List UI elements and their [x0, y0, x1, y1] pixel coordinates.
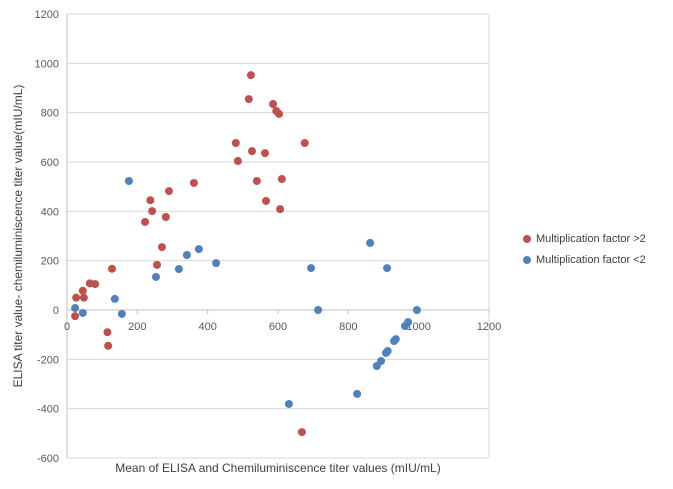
- point-factor-lt-2: [182, 250, 191, 259]
- point-factor-gt-2: [153, 260, 162, 269]
- legend-label: Multiplication factor <2: [536, 253, 646, 266]
- point-factor-gt-2: [72, 293, 81, 302]
- point-factor-lt-2: [194, 245, 203, 254]
- point-factor-gt-2: [78, 286, 87, 295]
- point-factor-lt-2: [124, 176, 133, 185]
- point-factor-gt-2: [275, 109, 284, 118]
- gridlines: [67, 13, 490, 459]
- point-factor-gt-2: [300, 139, 309, 148]
- x-axis-title: Mean of ELISA and Chemiluminiscence tite…: [115, 461, 440, 475]
- point-factor-gt-2: [189, 178, 198, 187]
- y-tick-label: 400: [41, 206, 59, 218]
- point-factor-gt-2: [146, 196, 155, 205]
- point-factor-lt-2: [377, 357, 386, 366]
- point-factor-lt-2: [404, 318, 413, 327]
- point-factor-gt-2: [103, 328, 112, 337]
- y-tick-labels: -600 -400 -200 0 200 400 600 800 1000 1200: [35, 9, 59, 465]
- y-tick-label: -400: [37, 404, 59, 416]
- point-factor-gt-2: [79, 293, 88, 302]
- point-factor-gt-2: [277, 175, 286, 184]
- point-factor-gt-2: [252, 176, 261, 185]
- x-tick-labels: 0 200 400 600 800 1000 1200: [64, 321, 501, 333]
- legend-label: Multiplication factor >2: [536, 232, 646, 245]
- point-factor-gt-2: [246, 71, 255, 80]
- point-factor-gt-2: [244, 95, 253, 104]
- point-factor-lt-2: [383, 346, 392, 355]
- point-factor-gt-2: [157, 243, 166, 252]
- point-factor-gt-2: [260, 149, 269, 158]
- point-factor-lt-2: [110, 294, 119, 303]
- point-factor-gt-2: [276, 205, 285, 214]
- legend-item-factor-gt-2: Multiplication factor >2: [523, 228, 646, 249]
- point-factor-lt-2: [353, 389, 362, 398]
- x-tick-label: 1000: [406, 321, 430, 333]
- point-factor-gt-2: [269, 100, 278, 109]
- x-tick-label: 200: [128, 321, 146, 333]
- y-tick-label: -200: [37, 354, 59, 366]
- y-tick-label: 600: [41, 157, 59, 169]
- axes: [66, 14, 490, 458]
- point-factor-lt-2: [383, 264, 392, 273]
- point-factor-gt-2: [148, 207, 157, 216]
- point-factor-gt-2: [161, 213, 170, 222]
- point-factor-gt-2: [247, 147, 256, 156]
- legend-marker-red: [523, 234, 531, 243]
- point-factor-gt-2: [104, 341, 113, 350]
- x-tick-label: 1200: [477, 321, 501, 333]
- point-factor-lt-2: [314, 306, 323, 314]
- data-points: [71, 71, 421, 437]
- point-factor-lt-2: [71, 304, 80, 313]
- point-factor-gt-2: [91, 280, 100, 289]
- point-factor-gt-2: [297, 428, 306, 437]
- point-factor-gt-2: [164, 187, 173, 196]
- point-factor-gt-2: [231, 139, 240, 148]
- point-factor-lt-2: [117, 309, 126, 318]
- legend-marker-blue: [523, 255, 531, 264]
- point-factor-gt-2: [71, 312, 80, 321]
- legend: Multiplication factor >2 Multiplication …: [523, 228, 646, 270]
- point-factor-gt-2: [108, 264, 117, 273]
- point-factor-lt-2: [366, 238, 375, 247]
- point-factor-gt-2: [141, 217, 150, 226]
- legend-item-factor-lt-2: Multiplication factor <2: [523, 249, 646, 270]
- y-tick-label: 1200: [35, 9, 59, 21]
- x-tick-label: 0: [64, 321, 70, 333]
- y-tick-label: 0: [53, 305, 59, 317]
- y-tick-label: -600: [37, 453, 59, 465]
- x-tick-label: 600: [269, 321, 287, 333]
- point-factor-lt-2: [78, 308, 87, 317]
- y-tick-label: 800: [41, 108, 59, 120]
- point-factor-lt-2: [151, 272, 160, 281]
- point-factor-gt-2: [233, 157, 242, 166]
- point-factor-lt-2: [391, 335, 400, 344]
- point-factor-lt-2: [212, 259, 221, 268]
- point-factor-lt-2: [174, 265, 183, 274]
- y-axis-title: ELISA titer value- chemiluminiscence tit…: [11, 85, 25, 388]
- y-tick-label: 1000: [35, 58, 59, 70]
- y-tick-label: 200: [41, 256, 59, 268]
- point-factor-lt-2: [307, 264, 316, 273]
- x-tick-label: 400: [198, 321, 216, 333]
- x-tick-label: 800: [339, 321, 357, 333]
- point-factor-lt-2: [284, 399, 293, 408]
- point-factor-gt-2: [262, 196, 271, 205]
- point-factor-lt-2: [412, 306, 421, 314]
